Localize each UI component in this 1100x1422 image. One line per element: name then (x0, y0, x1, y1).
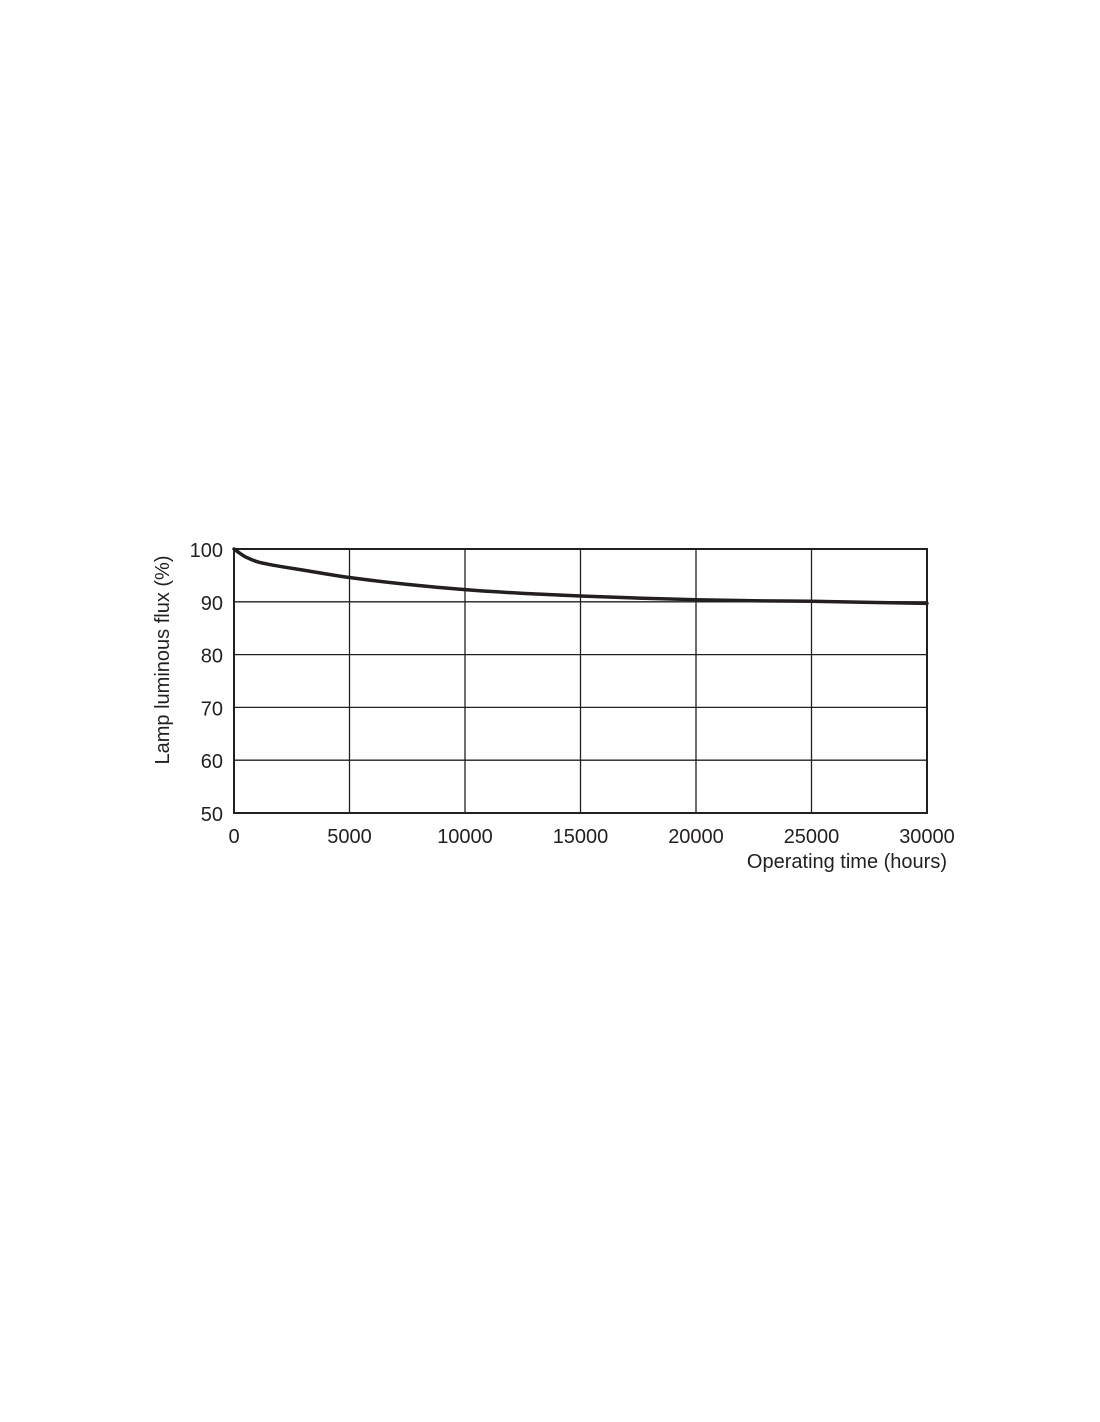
y-axis-label: Lamp luminous flux (%) (152, 556, 174, 765)
x-tick-label: 10000 (437, 826, 493, 848)
y-tick-label: 90 (201, 593, 223, 615)
grid (233, 548, 928, 814)
x-tick-labels: 0 5000 10000 15000 20000 25000 30000 (228, 826, 954, 848)
x-tick-label: 5000 (327, 826, 372, 848)
series-line (232, 547, 929, 606)
y-tick-label: 50 (201, 804, 223, 826)
y-tick-label: 100 (190, 540, 223, 562)
x-tick-label: 0 (228, 826, 239, 848)
x-tick-label: 15000 (553, 826, 609, 848)
y-tick-label: 60 (201, 751, 223, 773)
y-tick-labels: 50 60 70 80 90 100 (190, 540, 223, 826)
x-tick-label: 20000 (668, 826, 724, 848)
x-tick-label: 25000 (784, 826, 840, 848)
x-axis-label: Operating time (hours) (747, 851, 947, 873)
y-tick-label: 70 (201, 698, 223, 720)
plot-frame (233, 548, 928, 814)
x-tick-label: 30000 (899, 826, 955, 848)
y-tick-label: 80 (201, 646, 223, 668)
